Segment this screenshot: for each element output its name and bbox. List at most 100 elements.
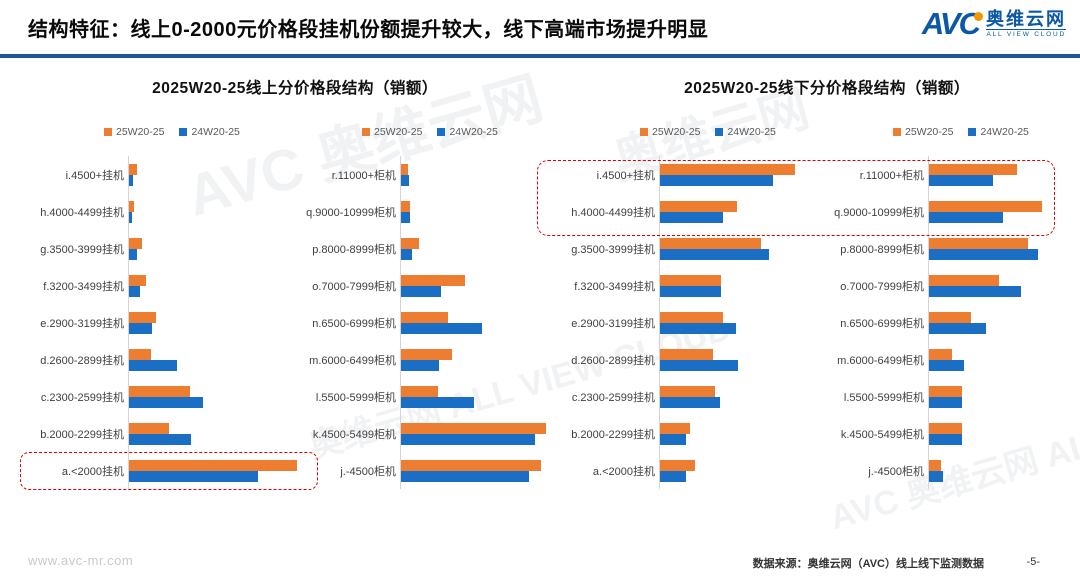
bar-row: p.8000-8999柜机 (296, 230, 552, 267)
bar-plot-area (928, 156, 1056, 193)
bar-25w20-25 (401, 422, 546, 434)
logo-orange-dot-icon (974, 12, 983, 21)
bar-24w20-25 (929, 211, 1003, 223)
logo-cn-text: 奥维云网 (986, 8, 1066, 29)
bar-25w20-25 (929, 385, 963, 397)
bar-24w20-25 (660, 470, 687, 482)
bar-25w20-25 (660, 200, 738, 212)
bar-24w20-25 (129, 211, 132, 223)
bar-row: b.2000-2299挂机 (22, 415, 324, 452)
bar-25w20-25 (929, 348, 953, 360)
bar-row: i.4500+挂机 (549, 156, 801, 193)
bar-24w20-25 (660, 322, 737, 334)
bar-25w20-25 (660, 459, 696, 471)
bar-row: p.8000-8999柜机 (814, 230, 1056, 267)
highlight-box-offline-highend (537, 160, 1055, 236)
category-label: e.2900-3199挂机 (40, 317, 124, 330)
bar-plot-area (128, 230, 324, 267)
bar-24w20-25 (401, 396, 474, 408)
bar-row: m.6000-6499柜机 (814, 341, 1056, 378)
bar-25w20-25 (929, 459, 942, 471)
category-label: r.11000+柜机 (331, 169, 396, 182)
bar-plot-area (659, 341, 801, 378)
bar-24w20-25 (660, 433, 687, 445)
legend-label: 25W20-25 (905, 126, 954, 138)
bar-25w20-25 (129, 274, 146, 286)
bar-row: j.-4500柜机 (296, 452, 552, 489)
legend-swatch-24w (715, 128, 724, 136)
bar-row: a.<2000挂机 (22, 452, 324, 489)
logo-en-text: ALL VIEW CLOUD (986, 29, 1066, 39)
bar-plot-area (128, 193, 324, 230)
bar-chart-offline-wall: i.4500+挂机 h.4000-4499挂机 g.3500-3999挂机 f.320… (549, 156, 801, 489)
category-label: g.3500-3999挂机 (40, 243, 124, 256)
legend-label: 25W20-25 (652, 126, 701, 138)
website-url: www.avc-mr.com (28, 553, 134, 568)
bar-25w20-25 (660, 385, 715, 397)
category-label: f.3200-3499挂机 (574, 280, 655, 293)
bar-24w20-25 (660, 211, 723, 223)
bar-row: j.-4500柜机 (814, 452, 1056, 489)
category-label: e.2900-3199挂机 (571, 317, 655, 330)
bar-24w20-25 (401, 470, 530, 482)
bar-24w20-25 (929, 248, 1039, 260)
bar-24w20-25 (129, 248, 137, 260)
category-label: b.2000-2299挂机 (40, 428, 124, 441)
legend-offline-wall: 25W20-25 24W20-25 (640, 126, 776, 138)
bar-row: d.2600-2899挂机 (549, 341, 801, 378)
category-label: h.4000-4499挂机 (40, 206, 124, 219)
legend-swatch-25w (640, 128, 648, 136)
category-label: a.<2000挂机 (592, 465, 655, 478)
bar-25w20-25 (929, 422, 963, 434)
legend-label: 24W20-25 (727, 126, 776, 138)
legend-label: 25W20-25 (116, 126, 165, 138)
bar-row: e.2900-3199挂机 (549, 304, 801, 341)
bar-25w20-25 (401, 348, 452, 360)
bar-25w20-25 (660, 311, 723, 323)
category-label: n.6500-6999柜机 (312, 317, 396, 330)
bar-plot-area (400, 452, 552, 489)
bar-row: c.2300-2599挂机 (22, 378, 324, 415)
bar-24w20-25 (129, 285, 140, 297)
bar-plot-area (400, 230, 552, 267)
legend-swatch-24w (968, 128, 977, 136)
bar-25w20-25 (129, 385, 191, 397)
legend-offline-cabinet: 25W20-25 24W20-25 (893, 126, 1029, 138)
bar-24w20-25 (401, 322, 482, 334)
bar-24w20-25 (660, 359, 739, 371)
bar-25w20-25 (401, 274, 466, 286)
category-label: b.2000-2299挂机 (571, 428, 655, 441)
bar-row: e.2900-3199挂机 (22, 304, 324, 341)
category-label: n.6500-6999柜机 (840, 317, 924, 330)
bar-25w20-25 (129, 163, 137, 175)
bar-plot-area (128, 378, 324, 415)
header-divider (0, 54, 1080, 58)
bar-25w20-25 (660, 348, 714, 360)
bar-25w20-25 (660, 274, 722, 286)
data-source-note: 数据来源：奥维云网（AVC）线上线下监测数据 (752, 558, 984, 570)
bar-24w20-25 (660, 285, 722, 297)
category-label: i.4500+挂机 (596, 169, 655, 182)
bar-plot-area (400, 267, 552, 304)
bar-row: h.4000-4499挂机 (22, 193, 324, 230)
page-number: -5- (1026, 556, 1040, 568)
bar-plot-area (400, 156, 552, 193)
category-label: l.5500-5999柜机 (315, 391, 396, 404)
bar-row: n.6500-6999柜机 (296, 304, 552, 341)
bar-row: m.6000-6499柜机 (296, 341, 552, 378)
bar-25w20-25 (929, 274, 1000, 286)
bar-24w20-25 (660, 248, 770, 260)
bar-25w20-25 (129, 311, 157, 323)
legend-label: 24W20-25 (449, 126, 498, 138)
bar-24w20-25 (401, 285, 441, 297)
bar-plot-area (128, 267, 324, 304)
category-label: i.4500+挂机 (65, 169, 124, 182)
bar-plot-area (928, 378, 1056, 415)
legend-label: 24W20-25 (980, 126, 1029, 138)
bar-25w20-25 (660, 163, 796, 175)
category-label: j.-4500柜机 (340, 465, 396, 478)
bar-plot-area (659, 267, 801, 304)
bar-25w20-25 (660, 237, 762, 249)
category-label: r.11000+柜机 (859, 169, 924, 182)
bar-24w20-25 (129, 470, 259, 482)
